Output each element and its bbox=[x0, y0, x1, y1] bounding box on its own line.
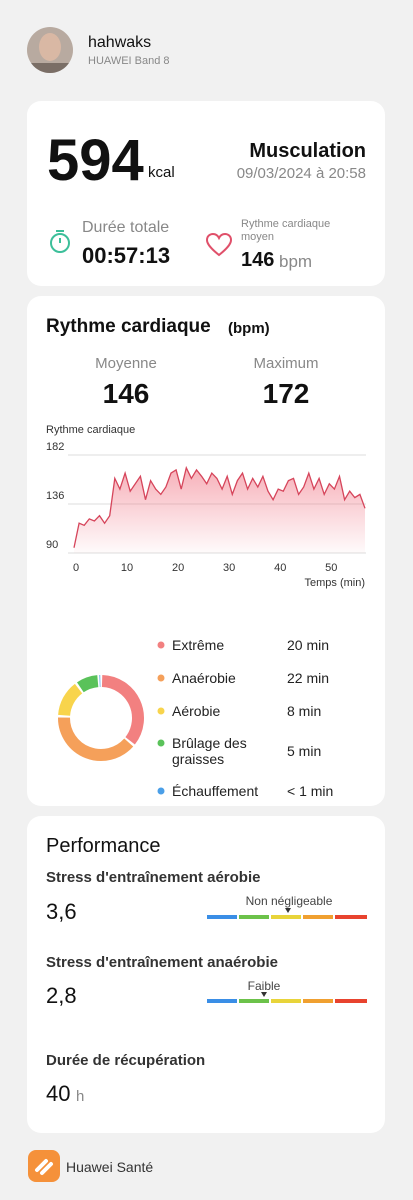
legend-label: Extrême bbox=[172, 637, 224, 653]
max-value: 172 bbox=[262, 378, 310, 409]
section-title: Rythme cardiaque bbox=[46, 316, 211, 337]
legend-label: Échauffement bbox=[172, 783, 258, 799]
anaerobic-level: Faible bbox=[247, 979, 281, 993]
hr-unit: bpm bbox=[279, 252, 313, 271]
legend-dot bbox=[157, 641, 165, 649]
y-tick-label: 182 bbox=[46, 441, 64, 453]
calories-unit: kcal bbox=[148, 164, 175, 181]
recovery-unit: h bbox=[76, 1088, 85, 1105]
donut-segment bbox=[58, 683, 83, 717]
legend-dot bbox=[157, 787, 165, 795]
datetime: 09/03/2024 à 20:58 bbox=[236, 165, 366, 182]
y-tick-label: 136 bbox=[46, 490, 64, 502]
y-tick-label: 90 bbox=[46, 539, 58, 551]
avatar bbox=[27, 27, 73, 73]
legend-dot bbox=[157, 674, 165, 682]
duration: 00:57:13 bbox=[82, 243, 171, 268]
performance-title: Performance bbox=[46, 835, 161, 857]
summary-card bbox=[27, 101, 385, 286]
aerobic-gauge bbox=[207, 908, 367, 919]
donut-segment bbox=[76, 675, 99, 693]
x-tick-label: 20 bbox=[172, 562, 184, 574]
charts: Rythme cardiaque 90 136 182 0 10 20 30 40 50 Temps… bbox=[46, 424, 366, 799]
legend-dot bbox=[157, 739, 165, 747]
x-tick-label: 30 bbox=[223, 562, 235, 574]
legend-label: Anaérobie bbox=[172, 670, 236, 686]
legend-value: < 1 min bbox=[287, 783, 333, 799]
hr-label: Rythme cardiaque moyen bbox=[241, 218, 331, 243]
user-name: hahwaks bbox=[88, 34, 152, 51]
performance-card bbox=[27, 816, 385, 1133]
legend-label: Aérobie bbox=[172, 703, 220, 719]
calories: 594 bbox=[47, 128, 144, 193]
x-axis-label: Temps (min) bbox=[304, 577, 365, 589]
app-icon bbox=[28, 1150, 60, 1182]
heart-icon bbox=[205, 232, 233, 257]
section-unit: (bpm) bbox=[228, 320, 270, 337]
avg-label: Moyenne bbox=[95, 355, 157, 372]
recovery-label: Durée de récupération bbox=[46, 1052, 206, 1069]
area bbox=[74, 467, 365, 553]
x-tick-label: 50 bbox=[325, 562, 337, 574]
line bbox=[73, 465, 366, 548]
device-name: HUAWEI Band 8 bbox=[88, 55, 170, 67]
y-axis-label: Rythme cardiaque bbox=[46, 424, 135, 436]
max-label: Maximum bbox=[253, 355, 319, 372]
avg-value: 146 bbox=[102, 378, 150, 409]
aerobic-value: 3,6 bbox=[46, 899, 77, 924]
legend-value: 5 min bbox=[287, 743, 321, 759]
donut-segment bbox=[101, 675, 144, 745]
legend-dot bbox=[157, 707, 165, 715]
recovery-value: 40 bbox=[46, 1081, 71, 1106]
donut-segment bbox=[58, 717, 134, 761]
legend-label: Brûlage des graisses bbox=[172, 735, 247, 767]
activity: Musculation bbox=[249, 140, 366, 162]
x-tick-label: 10 bbox=[121, 562, 133, 574]
legend-value: 20 min bbox=[287, 637, 329, 653]
x-tick-label: 40 bbox=[274, 562, 286, 574]
hr-value: 146 bbox=[241, 249, 275, 271]
aerobic-level: Non négligeable bbox=[245, 894, 333, 908]
legend-value: 22 min bbox=[287, 670, 329, 686]
app-name: Huawei Santé bbox=[66, 1159, 154, 1175]
aerobic-label: Stress d'entraînement aérobie bbox=[46, 869, 261, 886]
legend-value: 8 min bbox=[287, 703, 321, 719]
duration-label: Durée totale bbox=[82, 219, 170, 236]
anaerobic-value: 2,8 bbox=[46, 983, 77, 1008]
stopwatch-icon bbox=[50, 230, 70, 253]
x-tick-label: 0 bbox=[73, 562, 79, 574]
anaerobic-gauge bbox=[207, 992, 367, 1003]
anaerobic-label: Stress d'entraînement anaérobie bbox=[46, 954, 278, 971]
